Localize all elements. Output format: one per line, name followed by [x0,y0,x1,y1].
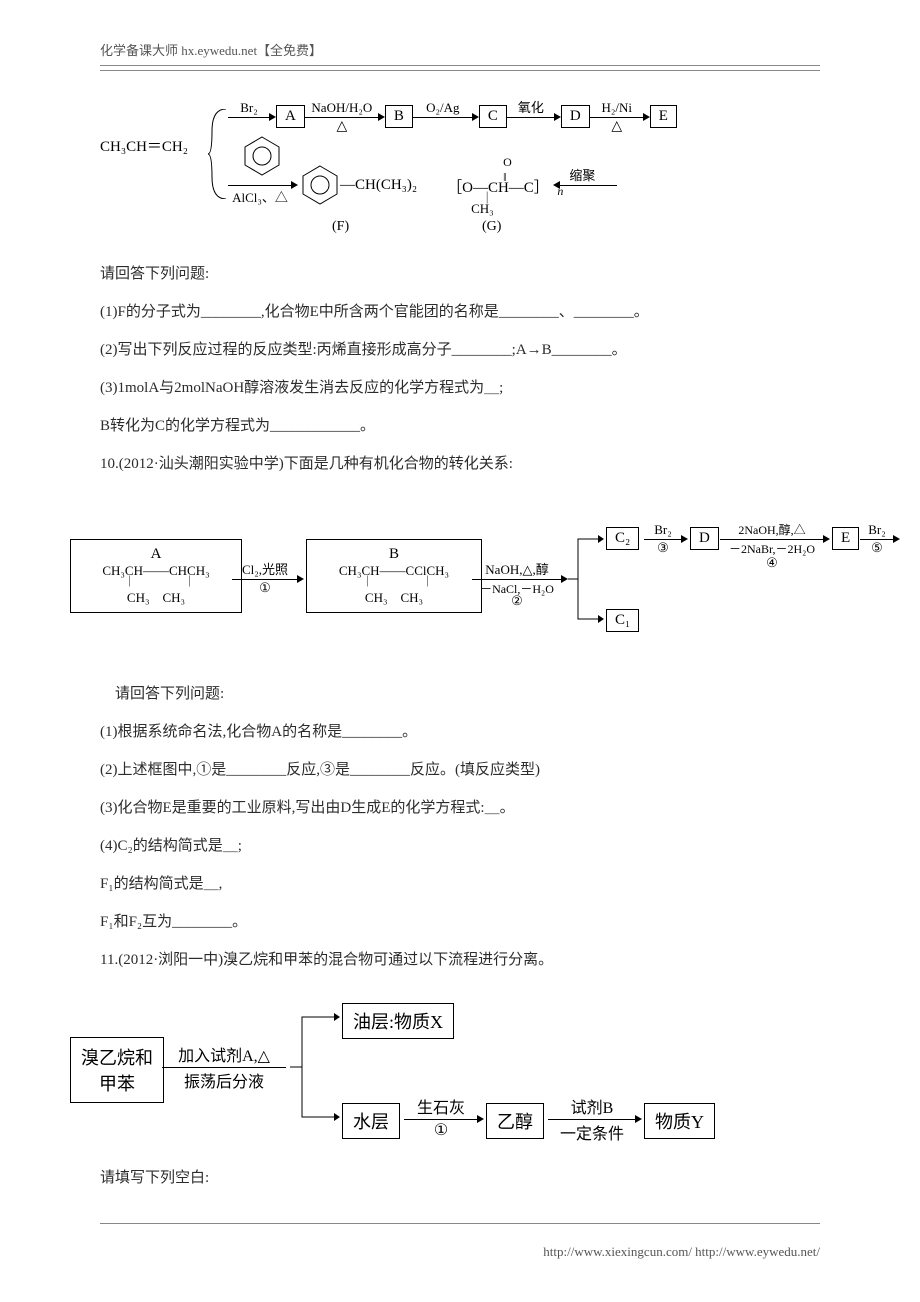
d1-bracket [208,109,228,199]
d2-a-l2: ｜ ｜ [108,579,204,587]
p10-q4: (4)C₂的结构简式是＿; [100,831,820,861]
diagram-1: CH₃CH＝CH₂ Br₂ A NaOH/H₂O △ B O₂/Ag [100,91,820,251]
d1-box-d: D [561,105,590,128]
p10-q2: (2)上述框图中,①是________反应,③是________反应。(填反应类… [100,755,820,785]
d1-g-label: (G) [482,219,501,235]
d2-a4-top: 2NaOH,醇,△ [720,521,824,538]
d2-a1-bot: ① [232,580,298,596]
benzene-icon [240,134,284,178]
d2-d: D [690,527,719,550]
d2-box-a: A CH₃CH——CHCH₃ ｜ ｜ CH₃ CH₃ [70,539,242,613]
d2-a3-bot: ③ [644,540,682,556]
footer-rule [100,1223,820,1224]
p10-q-intro: 请回答下列问题: [100,679,820,709]
q4: B转化为C的化学方程式为____________。 [100,411,820,441]
d1-left-compound: CH₃CH＝CH₂ [100,135,188,156]
d1-r5-top: H₂/Ni [590,100,644,116]
page-root: 化学备课大师 hx.eywedu.net【全免费】 CH₃CH＝CH₂ Br₂ … [0,0,920,1300]
d1-back-label: 缩聚 [553,165,611,184]
d2-a5-bot: ⑤ [860,540,894,556]
d1-box-c: C [479,105,507,128]
d3-oil: 油层:物质X [342,1003,454,1039]
p10-q1: (1)根据系统命名法,化合物A的名称是________。 [100,717,820,747]
d1-f-label: (F) [332,219,349,235]
d2-branch-icon [568,529,604,629]
p10-title: 10.(2012·汕头潮阳实验中学)下面是几种有机化合物的转化关系: [100,449,820,479]
d3-b1-l1: 溴乙烷和 [81,1044,153,1070]
p11-title: 11.(2012·浏阳一中)溴乙烷和甲苯的混合物可通过以下流程进行分离。 [100,945,820,975]
d1-box-b: B [385,105,413,128]
d2-a2-bot2: ② [472,593,562,609]
d1-poly: ［O—CH—C］ [447,180,553,196]
d3-a1-bot: 振荡后分液 [162,1068,286,1092]
d2-b-l3: CH₃ CH₃ [365,587,423,606]
d2-a4-bot2: ④ [720,555,824,571]
d3-water: 水层 [342,1103,400,1139]
d3-a2-bot: ① [404,1120,478,1140]
d2-b-name: B [389,546,399,563]
d1-r1-top: Br₂ [228,100,270,116]
page-footer: http://www.xiexingcun.com/ http://www.ey… [100,1244,820,1260]
d1-box-a: A [276,105,305,128]
d1-r2-top: NaOH/H₂O [305,100,379,116]
p10-q3: (3)化合物E是重要的工业原料,写出由D生成E的化学方程式:＿。 [100,793,820,823]
d3-b1-l2: 甲苯 [99,1070,135,1096]
d2-a2-top: NaOH,△,醇 [472,559,562,578]
d1-poly-ch3: CH₃ [471,201,494,217]
d1-f-sub: —CH(CH₃)₂ [340,177,417,194]
p10-q6: F₁和F₂互为________。 [100,907,820,937]
d3-a3-bot: 一定条件 [548,1120,636,1144]
d3-y: 物质Y [644,1103,715,1139]
diagram-3: 溴乙烷和 甲苯 加入试剂A,△ 振荡后分液 油层:物质X 水层 生石灰 ① 乙醇… [100,985,820,1155]
p11-q1: 请填写下列空白: [100,1163,820,1193]
q2: (2)写出下列反应过程的反应类型:丙烯直接形成高分子________;A→B__… [100,335,820,365]
d2-a3-top: Br₂ [644,522,682,538]
d1-r4-top: 氧化 [507,97,555,116]
q1: (1)F的分子式为________,化合物E中所含两个官能团的名称是______… [100,297,820,327]
d2-c1: C₁ [606,609,639,632]
q-intro: 请回答下列问题: [100,259,820,289]
d1-box-e: E [650,105,677,128]
d2-a-name: A [151,546,162,563]
d2-box-b: B CH₃CH——CClCH₃ ｜ ｜ CH₃ CH₃ [306,539,482,613]
d3-box1: 溴乙烷和 甲苯 [70,1037,164,1103]
d2-b-l2: ｜ ｜ [346,579,442,587]
benzene-f-icon [298,163,342,207]
page-header: 化学备课大师 hx.eywedu.net【全免费】 [100,40,820,59]
d3-a2-top: 生石灰 [404,1094,478,1118]
d2-e: E [832,527,859,550]
header-rule-2 [100,70,820,71]
d3-a3-top: 试剂B [548,1094,636,1118]
q3: (3)1molA与2molNaOH醇溶液发生消去反应的化学方程式为＿; [100,373,820,403]
d3-eth: 乙醇 [486,1103,544,1139]
d1-b-r1-bot: AlCl₃、△ [228,187,292,206]
diagram-2: A CH₃CH——CHCH₃ ｜ ｜ CH₃ CH₃ Cl₂,光照 ① B CH… [100,499,820,669]
d1-r5-bot: △ [590,118,644,135]
d2-c2: C₂ [606,527,639,550]
header-rule [100,65,820,66]
d2-a5-top: Br₂ [860,522,894,538]
d1-poly-o: O‖ [503,155,512,185]
d3-a1-top: 加入试剂A,△ [162,1042,286,1066]
p10-q5: F₁的结构简式是＿, [100,869,820,899]
d1-r3-top: O₂/Ag [413,100,473,116]
d1-r2-bot: △ [305,118,379,135]
d3-branch-icon [290,1007,340,1127]
d2-a1-top: Cl₂,光照 [232,559,298,578]
d2-a-l3: CH₃ CH₃ [127,587,185,606]
